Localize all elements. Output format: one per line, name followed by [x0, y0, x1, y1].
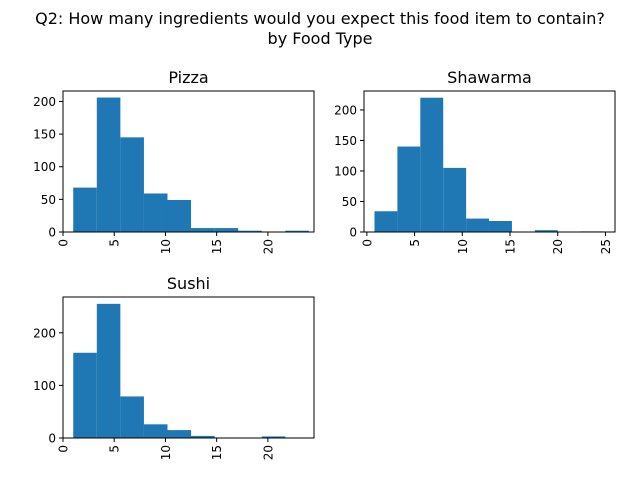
pizza-x-tick-label: 10 [159, 239, 173, 254]
shawarma-histogram-bar [443, 167, 467, 232]
shawarma-histogram-bar [420, 97, 444, 232]
shawarma-x-tick-label: 25 [599, 239, 613, 254]
figure-title-line2: by Food Type [268, 29, 373, 48]
sushi-y-tick-label: 0 [48, 432, 56, 446]
sushi-y-tick-label: 200 [33, 326, 56, 340]
shawarma-x-tick-label: 20 [551, 239, 565, 254]
shawarma-histogram-bar [397, 146, 421, 232]
pizza-y-tick-label: 100 [33, 160, 56, 174]
shawarma-axes-frame [363, 90, 616, 233]
figure-title-line1: Q2: How many ingredients would you expec… [35, 9, 605, 28]
sushi-histogram-bar [96, 303, 121, 438]
pizza-histogram-bar [167, 200, 192, 232]
shawarma-y-tick-label: 100 [334, 164, 357, 178]
sushi-subplot-title: Sushi [167, 274, 210, 293]
sushi-histogram-bar [143, 424, 168, 438]
sushi-x-tick-label: 20 [261, 445, 275, 460]
sushi-x-tick-label: 10 [159, 445, 173, 460]
pizza-histogram-bar [191, 228, 215, 232]
shawarma-subplot-title: Shawarma [447, 68, 532, 87]
shawarma-x-tick-label: 0 [360, 239, 374, 247]
shawarma-x-tick-label: 15 [504, 239, 518, 254]
sushi-histogram-bar [167, 430, 192, 438]
pizza-x-tick-label: 15 [210, 239, 224, 254]
sushi-axes-frame [62, 296, 315, 439]
sushi-x-tick-label: 0 [57, 445, 71, 453]
pizza-histogram-bar [285, 230, 309, 232]
pizza-x-tick-label: 5 [108, 239, 122, 247]
pizza-x-tick-label: 20 [261, 239, 275, 254]
shawarma-x-tick-label: 10 [456, 239, 470, 254]
sushi-y-tick-label: 100 [33, 379, 56, 393]
shawarma-histogram-panel: Shawarma 0 50 100 150 200 0 5 10 15 20 25 [334, 68, 616, 254]
pizza-y-tick-label: 0 [48, 226, 56, 240]
pizza-histogram-bar [143, 193, 168, 232]
pizza-histogram-bar [73, 187, 97, 232]
sushi-x-tick-label: 15 [210, 445, 224, 460]
pizza-histogram-bar [96, 97, 121, 233]
sushi-histogram-bar [120, 396, 144, 438]
sushi-histogram-bar [73, 352, 97, 438]
pizza-histogram-panel: Pizza 0 50 100 150 200 0 5 10 15 20 [33, 68, 315, 254]
pizza-subplot-title: Pizza [168, 68, 208, 87]
shawarma-y-tick-label: 150 [334, 134, 357, 148]
shawarma-y-tick-label: 50 [342, 195, 357, 209]
shawarma-x-tick-label: 5 [408, 239, 422, 247]
sushi-histogram-bar [191, 435, 215, 438]
sushi-x-tick-label: 5 [108, 445, 122, 453]
shawarma-histogram-bar [534, 230, 558, 232]
pizza-y-tick-label: 50 [41, 193, 56, 207]
pizza-axes-frame [62, 90, 315, 233]
shawarma-histogram-bar [374, 211, 398, 232]
pizza-histogram-bar [120, 137, 144, 232]
shawarma-histogram-bar [466, 218, 490, 232]
shawarma-y-tick-label: 0 [349, 226, 357, 240]
sushi-histogram-panel: Sushi 0 100 200 0 5 10 15 20 [33, 274, 315, 460]
shawarma-histogram-bar [489, 221, 512, 232]
sushi-histogram-bar [261, 436, 286, 438]
shawarma-y-tick-label: 200 [334, 103, 357, 117]
pizza-histogram-bar [214, 228, 239, 232]
pizza-y-tick-label: 200 [33, 95, 56, 109]
pizza-x-tick-label: 0 [57, 239, 71, 247]
pizza-histogram-bar [238, 230, 262, 232]
pizza-y-tick-label: 150 [33, 128, 56, 142]
